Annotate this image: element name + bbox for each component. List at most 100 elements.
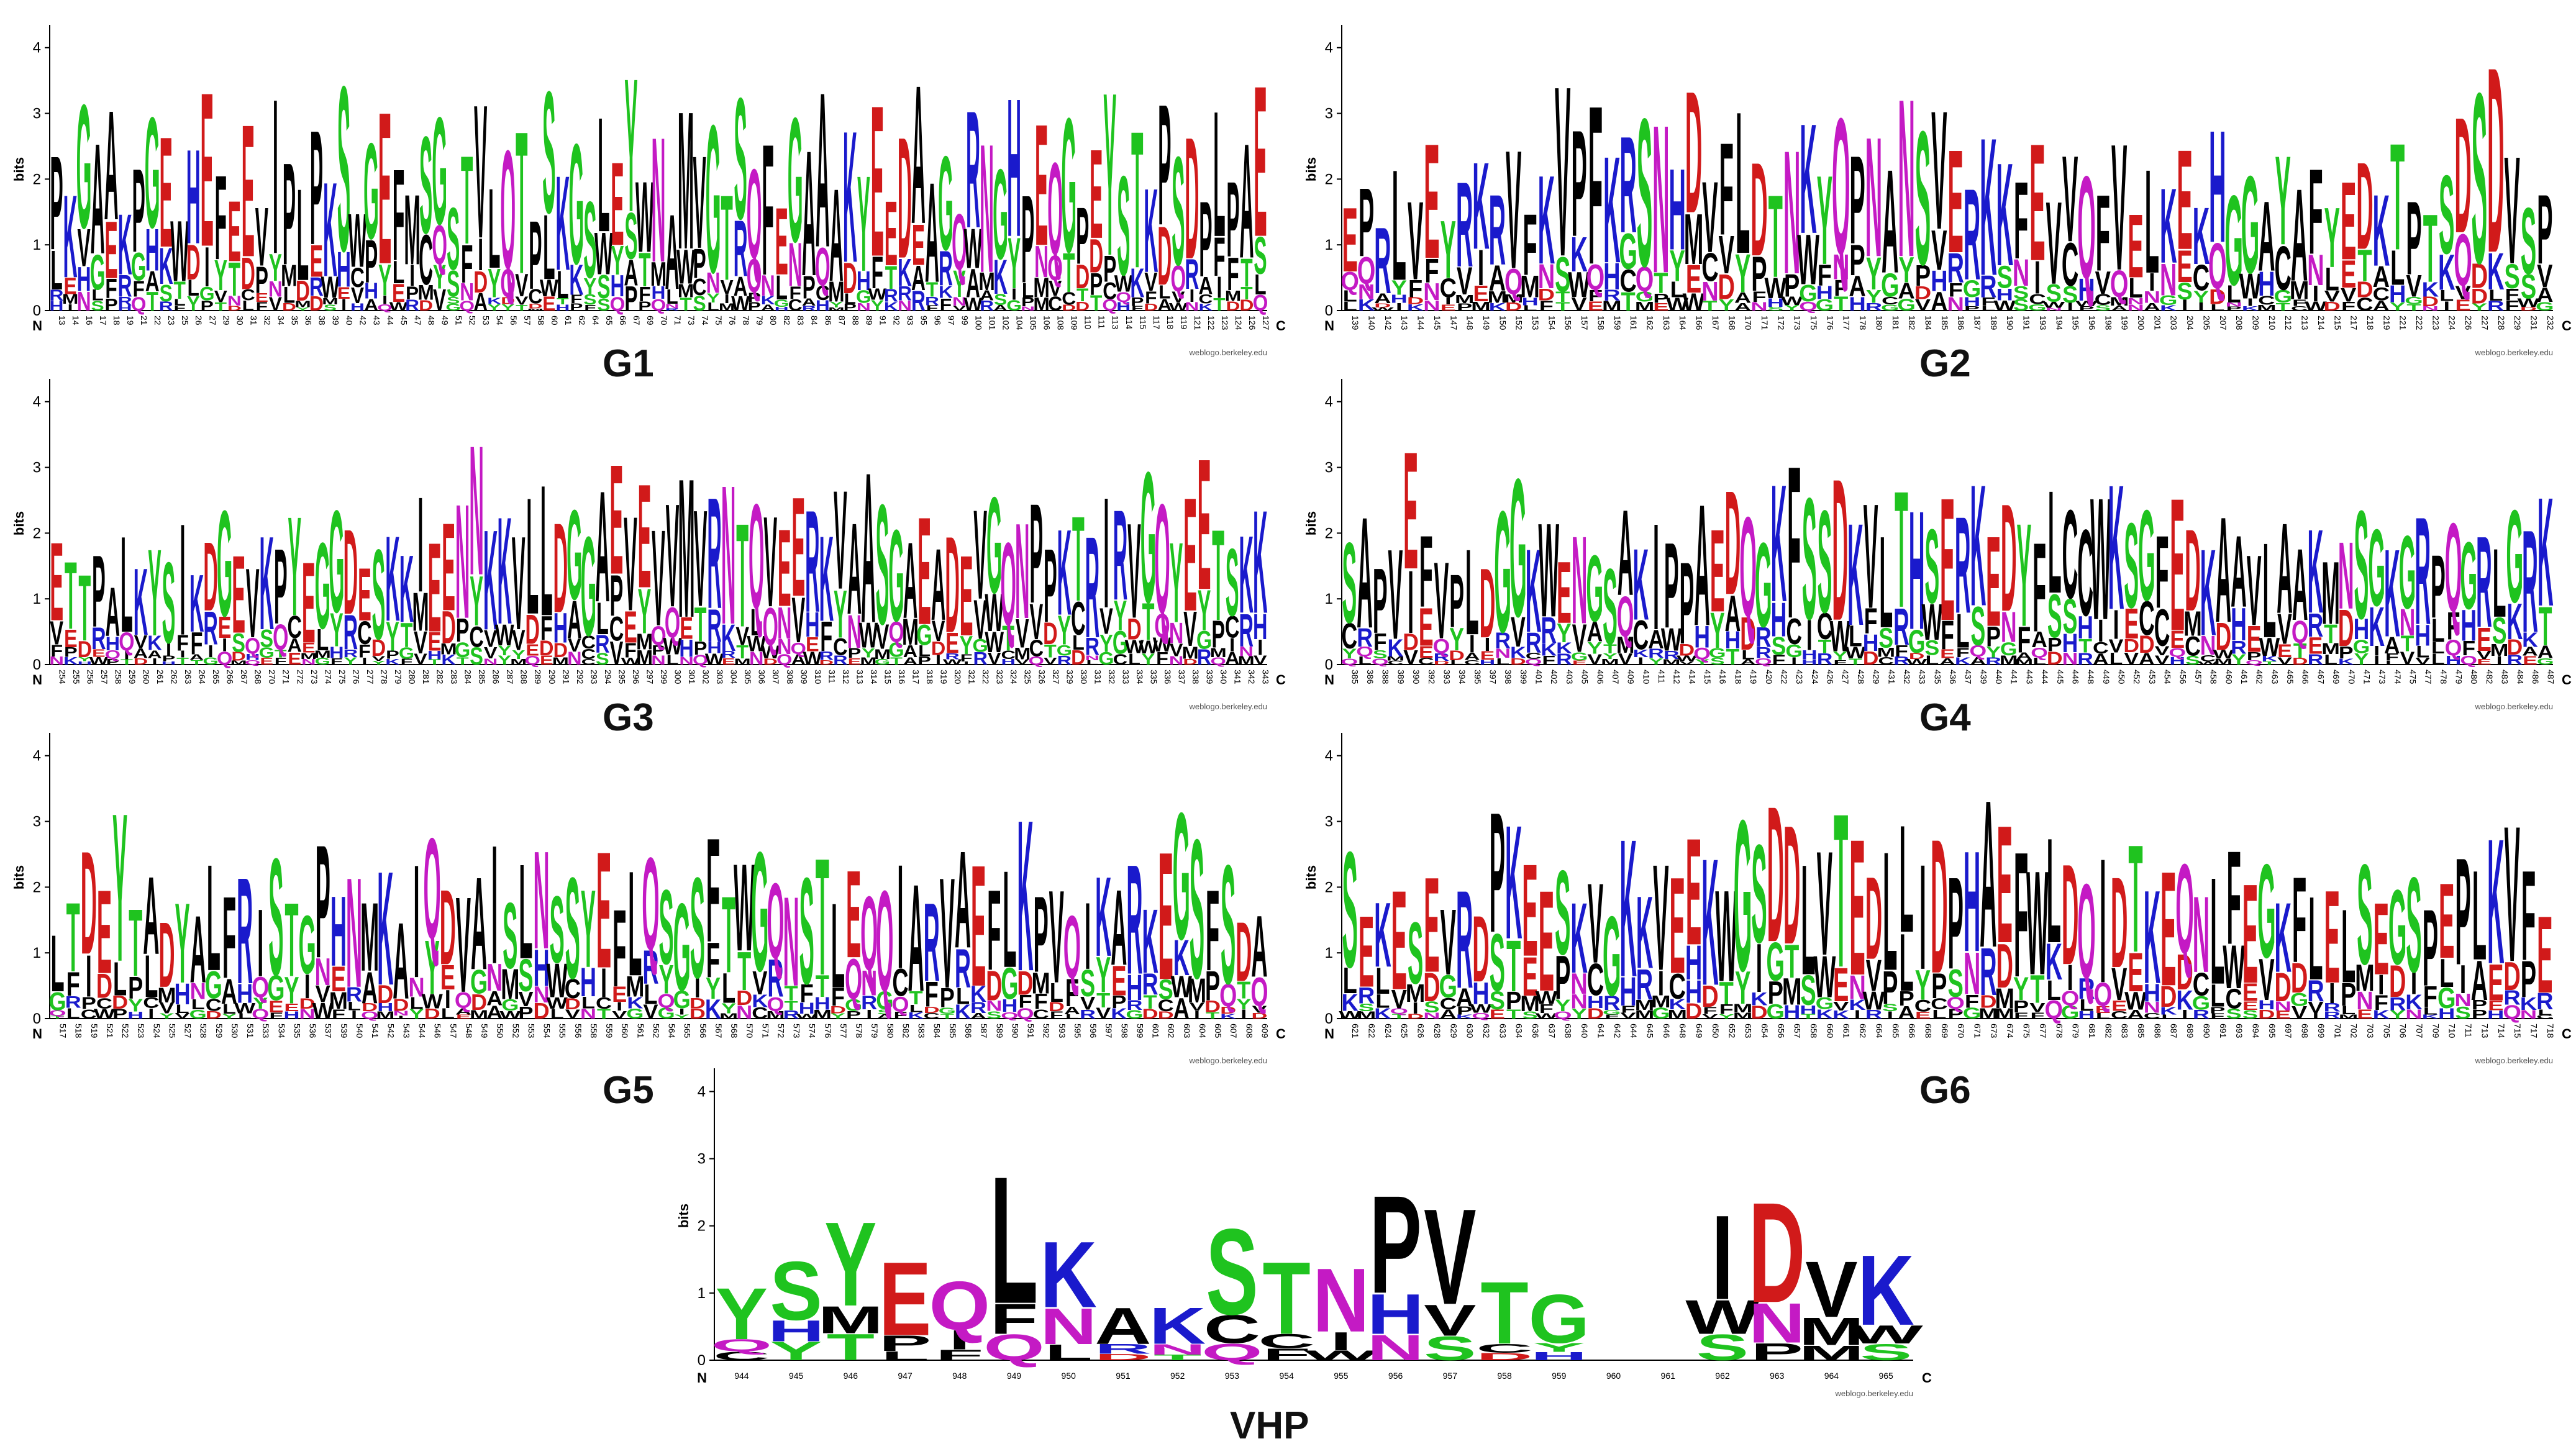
position-label: 607 [1229,1024,1239,1038]
logo-letter: I [2373,654,2380,668]
logo-letter: F [132,277,144,302]
logo-letter: E [1522,837,1537,984]
y-tick-label: 2 [1325,171,1333,188]
position-label: 671 [1973,1024,1983,1038]
logo-letter: G [1126,1008,1143,1021]
logo-letter: F [612,888,626,1011]
logo-letter: E [2160,837,2176,1020]
position-label: 31 [248,316,258,325]
logo-letter: Y [296,306,309,311]
logo-letter: S [1226,529,1239,636]
logo-letter: Q [1946,994,1965,1012]
logo-letter: L [242,298,254,314]
logo-letter: K [908,1011,924,1021]
logo-letter: K [2160,304,2177,312]
logo-letter: Q [252,1007,269,1022]
logo-letter: P [529,201,542,309]
logo-letter: Y [1555,996,1570,1014]
logo-letter: E [310,235,323,286]
logo-letter: R [1142,968,1158,1002]
position-label: 595 [1073,1024,1083,1038]
logo-panel-g3: bits 0 1 2 3 4 N F V E 254 K P E T 255 H Y D T 256 W E R P 257 P Q H… [6,360,1286,739]
logo-letter: W [803,648,822,669]
logo-letter: A [104,78,119,253]
logo-letter: E [442,496,455,637]
y-tick-label: 1 [1325,591,1333,607]
logo-letter: S [1878,622,1893,653]
position-label: 947 [898,1371,913,1381]
logo-letter: Y [2275,130,2291,272]
logo-letter: Y [871,297,884,314]
logo-letter: D [1062,303,1076,312]
logo-letter: F [2292,852,2306,988]
logo-letter: Y [1236,996,1252,1013]
logo-letter: S [419,107,432,262]
y-tick-label: 1 [1325,945,1333,961]
position-label: 111 [1097,316,1107,329]
logo-column: MMV [1799,1245,1864,1365]
logo-letter: L [1343,299,1357,314]
logo-letter: N [1538,258,1555,296]
logo-letter: T [1726,645,1740,670]
logo-letter: G [2224,169,2243,312]
logo-letter: S [2047,581,2062,650]
logo-letter: N [706,266,721,299]
logo-letter: E [63,274,76,299]
position-label: 195 [2071,316,2081,330]
logo-letter: A [2016,650,2032,661]
logo-letter: Q [1102,297,1117,314]
logo-letter: S [690,848,705,1009]
position-label: 121 [1193,316,1203,330]
logo-letter: E [337,284,350,302]
position-label: 589 [994,1024,1004,1038]
logo-letter: K [761,293,775,307]
logo-letter: V [1434,539,1449,661]
logo-letter: N [299,1007,316,1022]
logo-letter: W [2090,462,2111,656]
logo-letter: F [269,1011,283,1020]
logo-letter: V [1719,225,1734,285]
logo-letter: T [1703,298,1717,314]
logo-letter: Q [815,237,831,297]
position-label: 305 [743,670,753,684]
logo-letter: E [64,624,78,652]
y-tick-label: 0 [33,1011,41,1027]
logo-letter: I [2182,1007,2188,1022]
logo-letter: C [1440,273,1457,303]
logo-letter: D [231,650,245,663]
logo-letter: V [1183,601,1197,656]
logo-letter: P [848,645,862,661]
logo-letter: P [2210,1005,2225,1015]
logo-letter: K [1144,165,1158,298]
logo-letter: L [2145,139,2159,305]
logo-letter: C [2225,983,2242,1014]
logo-letter: E [2029,109,2045,296]
logo-letter: K [1996,132,2013,296]
logo-letter: T [940,1012,955,1020]
logo-letter: C [1062,289,1076,309]
logo-letter: K [147,631,162,654]
position-label: 660 [1825,1024,1835,1038]
logo-letter: N [567,648,581,668]
logo-letter: N [1169,654,1183,667]
position-label: 40 [344,316,354,325]
position-label: 568 [729,1024,739,1038]
